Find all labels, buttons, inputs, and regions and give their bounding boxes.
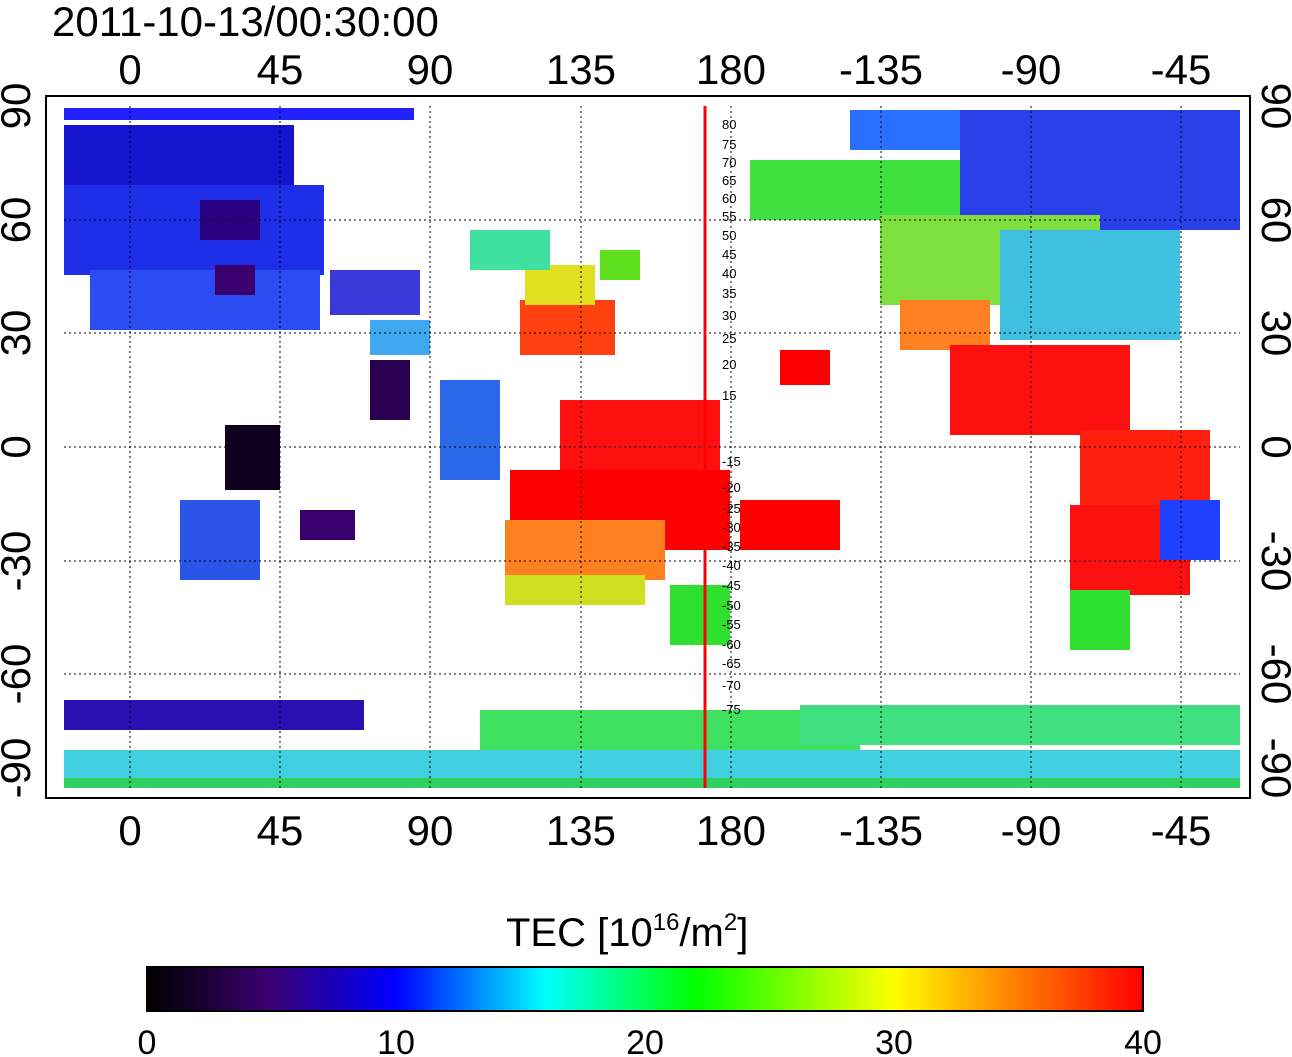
graticule: [64, 106, 1240, 788]
lon-tick-label: -90: [1001, 807, 1062, 854]
contour-label: 30: [722, 308, 736, 323]
lon-tick-label: -90: [1001, 46, 1062, 93]
colorbar-ticks: 0 10 20 30 40: [138, 1024, 1162, 1057]
timestamp-title: 2011-10-13/00:30:00: [52, 0, 439, 45]
contour-label: -50: [722, 598, 741, 613]
lat-tick-label: 90: [1253, 83, 1292, 130]
plot-frame: [45, 95, 1251, 799]
lon-tick-label: 135: [546, 807, 616, 854]
lon-tick-label: 45: [257, 46, 304, 93]
contour-label: -65: [722, 656, 741, 671]
contour-label: -20: [722, 480, 741, 495]
lon-tick-label: -135: [839, 807, 923, 854]
lat-tick-label: 0: [0, 435, 39, 458]
lon-tick-label: -45: [1151, 46, 1212, 93]
contour-label: -55: [722, 617, 741, 632]
contour-label: 20: [722, 357, 736, 372]
contour-label: -60: [722, 637, 741, 652]
colorbar-tick-label: 30: [875, 1024, 913, 1057]
contour-label: -45: [722, 578, 741, 593]
contour-label: 45: [722, 247, 736, 262]
contour-label: -25: [722, 501, 741, 516]
lat-tick-label: -60: [1253, 644, 1292, 705]
colorbar-tick-label: 0: [138, 1024, 157, 1057]
lat-tick-label: 60: [0, 197, 39, 244]
lon-tick-label: 90: [407, 46, 454, 93]
lat-tick-label: 90: [0, 83, 39, 130]
contour-label-group: 80 75 70 65 60 55 50 45 40 35 30 25 20 1…: [722, 117, 741, 717]
lon-axis-bottom: 0 45 90 135 180 -135 -90 -45: [118, 807, 1211, 854]
lon-axis-top: 0 45 90 135 180 -135 -90 -45: [118, 46, 1211, 93]
contour-label: 25: [722, 331, 736, 346]
lon-tick-label: 135: [546, 46, 616, 93]
contour-label: -40: [722, 558, 741, 573]
contour-label: -75: [722, 702, 741, 717]
contour-label: 70: [722, 155, 736, 170]
colorbar-tick-label: 40: [1124, 1024, 1162, 1057]
contour-label: 50: [722, 228, 736, 243]
lon-tick-label: 0: [118, 807, 141, 854]
lat-tick-label: -30: [0, 531, 39, 592]
lat-tick-label: -30: [1253, 531, 1292, 592]
contour-label: -35: [722, 539, 741, 554]
lat-tick-label: 0: [1253, 435, 1292, 458]
colorbar-tick-label: 10: [377, 1024, 415, 1057]
contour-label: 15: [722, 388, 736, 403]
lat-tick-label: 30: [0, 310, 39, 357]
tec-data-layer: [64, 108, 1240, 788]
lon-tick-label: 45: [257, 807, 304, 854]
colorbar: [146, 966, 1144, 1012]
lat-tick-label: -60: [0, 644, 39, 705]
contour-label: 80: [722, 117, 736, 132]
lon-tick-label: -135: [839, 46, 923, 93]
lat-axis-left: 90 60 30 0 -30 -60 -90: [0, 83, 39, 799]
lat-tick-label: -90: [1253, 738, 1292, 799]
contour-label: 35: [722, 286, 736, 301]
lon-tick-label: 90: [407, 807, 454, 854]
lat-tick-label: -90: [0, 738, 39, 799]
lon-tick-label: 180: [696, 807, 766, 854]
contour-label: -30: [722, 520, 741, 535]
lon-tick-label: -45: [1151, 807, 1212, 854]
lon-tick-label: 180: [696, 46, 766, 93]
lat-tick-label: 60: [1253, 197, 1292, 244]
lat-axis-right: 90 60 30 0 -30 -60 -90: [1253, 83, 1292, 799]
lat-tick-label: 30: [1253, 310, 1292, 357]
contour-label: -15: [722, 454, 741, 469]
contour-label: 75: [722, 137, 736, 152]
contour-label: 65: [722, 173, 736, 188]
contour-label: 60: [722, 191, 736, 206]
contour-label: 55: [722, 209, 736, 224]
colorbar-title: TEC [1016/m2]: [506, 909, 748, 955]
contour-label: 40: [722, 266, 736, 281]
lon-tick-label: 0: [118, 46, 141, 93]
colorbar-tick-label: 20: [626, 1024, 664, 1057]
contour-label: -70: [722, 678, 741, 693]
